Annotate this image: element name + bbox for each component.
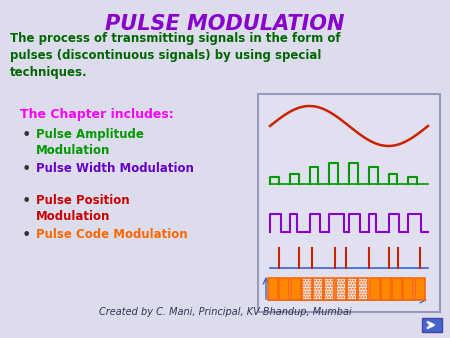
Bar bbox=[392, 278, 402, 300]
Bar bbox=[369, 278, 379, 300]
Text: PULSE MODULATION: PULSE MODULATION bbox=[105, 14, 345, 34]
Bar bbox=[422, 318, 442, 332]
Bar bbox=[258, 94, 440, 312]
Bar bbox=[313, 278, 323, 300]
Bar bbox=[291, 278, 301, 300]
Text: Pulse Amplitude
Modulation: Pulse Amplitude Modulation bbox=[36, 128, 144, 157]
Text: The Chapter includes:: The Chapter includes: bbox=[20, 108, 174, 121]
Bar bbox=[268, 278, 278, 300]
Text: •: • bbox=[22, 128, 32, 143]
Bar bbox=[324, 278, 334, 300]
Text: Pulse Position
Modulation: Pulse Position Modulation bbox=[36, 194, 130, 223]
Bar bbox=[302, 278, 312, 300]
Bar bbox=[347, 278, 357, 300]
Text: •: • bbox=[22, 194, 32, 209]
Bar bbox=[279, 278, 289, 300]
Text: The process of transmitting signals in the form of
pulses (discontinuous signals: The process of transmitting signals in t… bbox=[10, 32, 341, 79]
Bar bbox=[381, 278, 391, 300]
Bar bbox=[358, 278, 368, 300]
Bar bbox=[336, 278, 346, 300]
Text: Pulse Code Modulation: Pulse Code Modulation bbox=[36, 228, 188, 241]
Text: •: • bbox=[22, 162, 32, 177]
Text: Created by C. Mani, Principal, KV Bhandup, Mumbai: Created by C. Mani, Principal, KV Bhandu… bbox=[99, 307, 351, 317]
Bar bbox=[415, 278, 425, 300]
Bar bbox=[404, 278, 414, 300]
Text: Pulse Width Modulation: Pulse Width Modulation bbox=[36, 162, 194, 175]
Text: •: • bbox=[22, 228, 32, 243]
